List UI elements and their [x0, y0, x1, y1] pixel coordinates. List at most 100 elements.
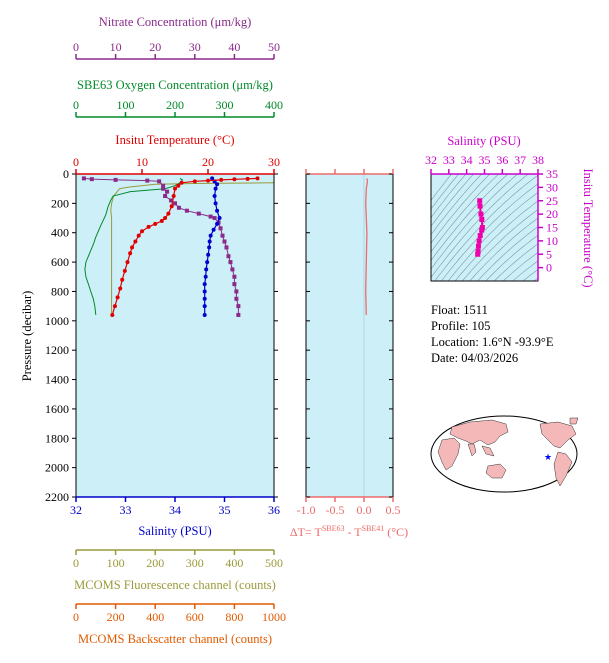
fluorescence-tick-label: 100	[107, 556, 125, 570]
temperature-point	[232, 177, 237, 182]
backscatter-axis-title: MCOMS Backscatter channel (counts)	[78, 632, 272, 646]
pressure-tick-label: 0	[63, 167, 69, 181]
temperature-point	[112, 304, 117, 309]
salinity-point	[208, 233, 213, 238]
pressure-tick-label: 200	[51, 196, 69, 210]
salinity-point	[212, 194, 217, 199]
temperature-point	[136, 233, 141, 238]
nitrate-point	[232, 282, 237, 287]
temperature-point	[159, 218, 164, 223]
ts-salinity-tick-label: 38	[532, 153, 544, 167]
ts-point	[479, 216, 485, 222]
temperature-point	[128, 251, 133, 256]
isopycnal-curve	[454, 200, 538, 281]
salinity-point	[206, 252, 211, 257]
ts-salinity-tick-label: 33	[443, 153, 455, 167]
isopycnal-curve	[431, 174, 475, 227]
top-axes: 0 10 20 30 40 50 0 100 200 300 400 0 10 20 30	[73, 40, 283, 175]
delta-temperature-line	[365, 178, 369, 315]
nitrate-point	[157, 179, 162, 184]
nitrate-axis-title: Nitrate Concentration (μm/kg)	[99, 15, 252, 29]
backscatter-tick-label: 800	[225, 610, 243, 624]
nitrate-tick-label: 10	[110, 40, 122, 54]
isopycnal-curve	[447, 192, 538, 281]
ts-temperature-tick-label: 35	[546, 167, 558, 181]
temperature-point	[122, 268, 127, 273]
salinity-tick-label: 33	[120, 503, 132, 517]
nitrate-point	[230, 267, 235, 272]
ts-isopycnal-lines	[431, 174, 538, 281]
temperature-point	[140, 229, 144, 234]
salinity-point	[211, 227, 216, 232]
nitrate-point	[224, 245, 229, 250]
ts-salinity-tick-label: 37	[514, 153, 526, 167]
ts-point	[476, 238, 482, 244]
nitrate-point	[81, 176, 86, 181]
delta-plot-area	[306, 174, 393, 497]
ts-temperature-tick-label: 20	[546, 207, 558, 221]
salinity-tick-label: 32	[70, 503, 82, 517]
temperature-point	[115, 295, 120, 300]
nitrate-point	[173, 201, 177, 206]
nitrate-point	[222, 239, 227, 244]
delta-tick-label: -0.5	[326, 503, 345, 517]
temperature-point	[169, 204, 174, 209]
pressure-tick-label: 1400	[45, 373, 69, 387]
isopycnal-curve	[533, 277, 538, 281]
ts-point	[475, 251, 481, 257]
isopycnal-curve	[431, 174, 452, 201]
nitrate-point	[236, 304, 241, 309]
salinity-point	[210, 176, 215, 181]
temperature-tick-label: 30	[268, 155, 280, 169]
nitrate-point	[89, 177, 94, 182]
pressure-tick-label: 1000	[45, 314, 69, 328]
salinity-tick-label: 34	[169, 503, 181, 517]
pressure-tick-label: 800	[51, 284, 69, 298]
salinity-line	[204, 178, 221, 315]
ts-temperature-tick-label: 10	[546, 234, 558, 248]
isopycnal-curve	[502, 252, 538, 281]
nitrate-point	[113, 177, 118, 182]
temperature-point	[219, 177, 224, 182]
temperature-point	[166, 211, 171, 216]
ts-salinity-tick-label: 35	[479, 153, 491, 167]
ts-point	[475, 249, 481, 255]
date: Date: 04/03/2026	[431, 351, 518, 365]
fluorescence-tick-label: 200	[146, 556, 164, 570]
world-map: ★	[430, 415, 579, 493]
salinity-point	[202, 296, 207, 301]
nitrate-point	[163, 194, 168, 199]
nitrate-point	[208, 214, 213, 219]
isopycnal-curve	[431, 174, 459, 210]
nitrate-point	[169, 198, 174, 203]
temperature-point	[118, 286, 123, 291]
temperature-point	[171, 194, 176, 199]
salinity-point	[203, 274, 208, 279]
temperature-point	[192, 179, 197, 184]
ts-temperature-tick-label: 25	[546, 194, 558, 208]
nitrate-point	[236, 312, 241, 317]
isopycnal-curve	[431, 174, 519, 270]
temperature-point	[179, 180, 184, 185]
nitrate-tick-label: 50	[268, 40, 280, 54]
ts-salinity-tick-label: 32	[425, 153, 437, 167]
pressure-tick-label: 1200	[45, 343, 69, 357]
ts-salinity-tick-label: 36	[496, 153, 508, 167]
pressure-tick-label: 1600	[45, 402, 69, 416]
ts-point	[475, 243, 481, 249]
ts-point	[479, 225, 485, 230]
nitrate-point	[161, 186, 166, 191]
nitrate-tick-label: 40	[228, 40, 240, 54]
salinity-point	[213, 201, 218, 206]
isopycnal-curve	[477, 226, 538, 281]
ts-salinity-tick-label: 34	[461, 153, 473, 167]
temperature-point	[120, 277, 125, 282]
isopycnal-curve	[431, 174, 529, 278]
location: Location: 1.6°N -93.9°E	[431, 335, 554, 349]
salinity-point	[213, 186, 218, 191]
salinity-tick-label: 36	[268, 503, 280, 517]
ts-salinity-title: Salinity (PSU)	[447, 134, 520, 148]
ts-point	[477, 198, 483, 204]
